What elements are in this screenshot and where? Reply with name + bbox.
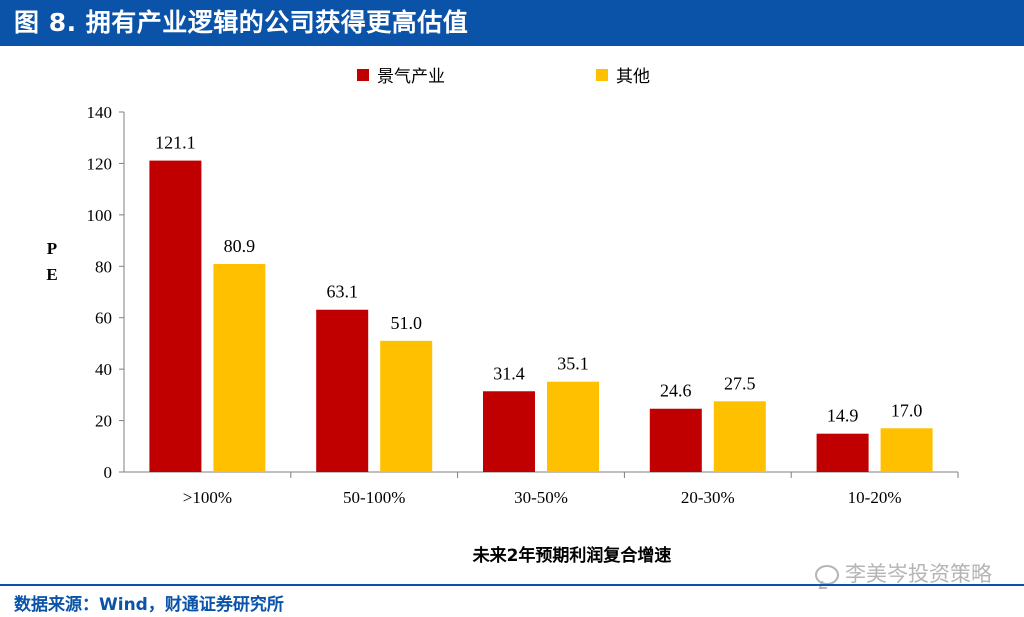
bar xyxy=(816,433,869,472)
wechat-icon xyxy=(815,565,839,585)
data-label: 63.1 xyxy=(326,282,358,302)
y-tick-label: 20 xyxy=(95,412,112,431)
data-label: 14.9 xyxy=(827,406,859,426)
figure-title: 图 8. 拥有产业逻辑的公司获得更高估值 xyxy=(14,8,469,37)
bar xyxy=(547,381,599,472)
legend-item-series-2: 其他 xyxy=(596,62,650,87)
watermark-text: 李美岑投资策略 xyxy=(845,562,992,586)
x-tick-label: 30-50% xyxy=(514,488,568,507)
y-tick-label: 40 xyxy=(95,360,112,379)
y-tick-label: 80 xyxy=(95,257,112,276)
legend-item-series-1: 景气产业 xyxy=(357,62,445,87)
y-tick-label: 140 xyxy=(87,103,113,122)
data-label: 51.0 xyxy=(390,313,422,333)
data-label: 31.4 xyxy=(493,363,525,383)
bar xyxy=(880,428,933,472)
bar xyxy=(649,408,702,472)
data-label: 35.1 xyxy=(557,354,589,374)
bar-chart: 0 20 40 60 80 100 120 140 >100% 121.1 80.9 50-100% 6… xyxy=(87,103,959,507)
bar xyxy=(380,340,433,472)
legend-swatch-series-1 xyxy=(357,68,369,81)
bar xyxy=(483,391,535,472)
data-label: 27.5 xyxy=(724,373,756,393)
data-label: 121.1 xyxy=(155,133,196,153)
legend-label-series-1: 景气产业 xyxy=(377,67,445,87)
bar xyxy=(316,309,369,472)
x-tick-label: >100% xyxy=(183,488,232,507)
legend: 景气产业 其他 xyxy=(0,62,1024,87)
watermark: 李美岑投资策略 xyxy=(815,558,992,588)
header-bar: 图 8. 拥有产业逻辑的公司获得更高估值 xyxy=(0,0,1024,46)
y-axis-label: P E xyxy=(46,239,58,284)
bar xyxy=(149,160,202,472)
bar xyxy=(213,263,266,472)
x-tick-label: 20-30% xyxy=(681,488,735,507)
y-tick-label: 60 xyxy=(95,309,112,328)
x-tick-label: 50-100% xyxy=(343,488,405,507)
y-tick-label: 100 xyxy=(87,206,113,225)
data-label: 17.0 xyxy=(891,400,923,420)
legend-label-series-2: 其他 xyxy=(616,67,650,87)
y-tick-label: 0 xyxy=(104,463,113,482)
x-tick-label: 10-20% xyxy=(848,488,902,507)
y-tick-label: 120 xyxy=(87,154,113,173)
bar xyxy=(713,401,766,472)
x-axis-label: 未来2年预期利润复合增速 xyxy=(472,546,672,566)
data-label: 80.9 xyxy=(224,236,256,256)
footer-divider xyxy=(0,584,1024,586)
data-label: 24.6 xyxy=(660,381,692,401)
source-note: 数据来源：Wind，财通证券研究所 xyxy=(14,595,284,615)
legend-swatch-series-2 xyxy=(596,68,608,81)
